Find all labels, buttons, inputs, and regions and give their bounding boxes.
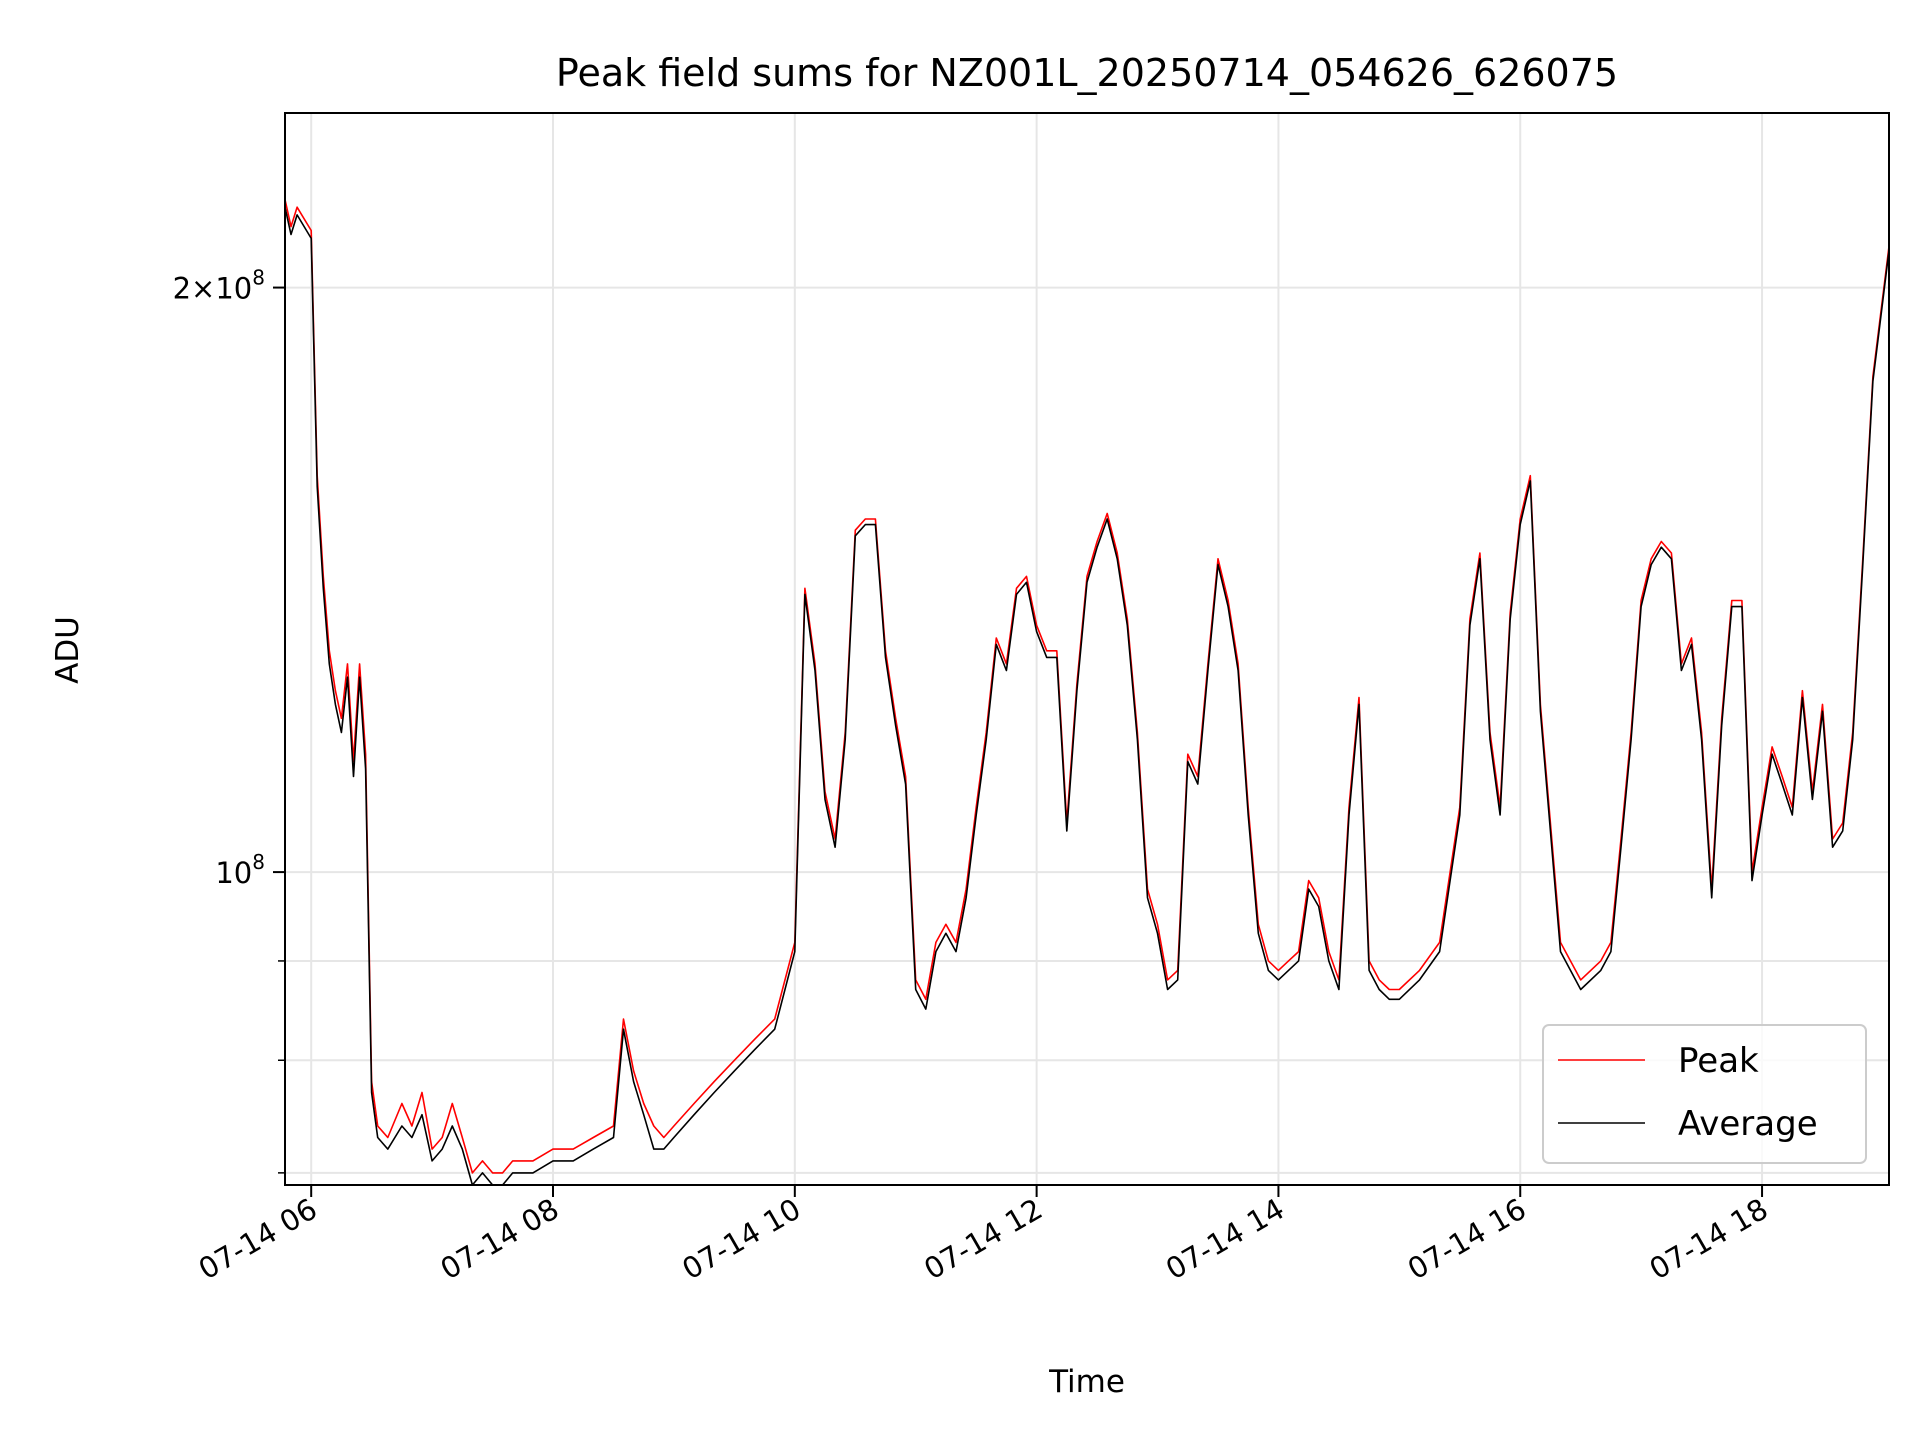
- y-axis: 108 2×108: [173, 266, 285, 1174]
- series-line-average: [284, 207, 1890, 1186]
- legend-label-average: Average: [1678, 1104, 1818, 1144]
- y-tick-label: 108: [215, 850, 265, 890]
- legend-label-peak: Peak: [1678, 1041, 1759, 1081]
- y-tick-label: 2×108: [173, 266, 265, 306]
- gridlines: [285, 113, 1889, 1185]
- x-axis-title: Time: [1048, 1364, 1125, 1400]
- plot-area-frame: [284, 112, 1890, 1186]
- legend: Peak Average: [1542, 1024, 1867, 1164]
- y-axis-title: ADU: [50, 616, 86, 684]
- series-lines: [284, 199, 1890, 1186]
- chart-title: Peak field sums for NZ001L_20250714_0546…: [556, 51, 1618, 95]
